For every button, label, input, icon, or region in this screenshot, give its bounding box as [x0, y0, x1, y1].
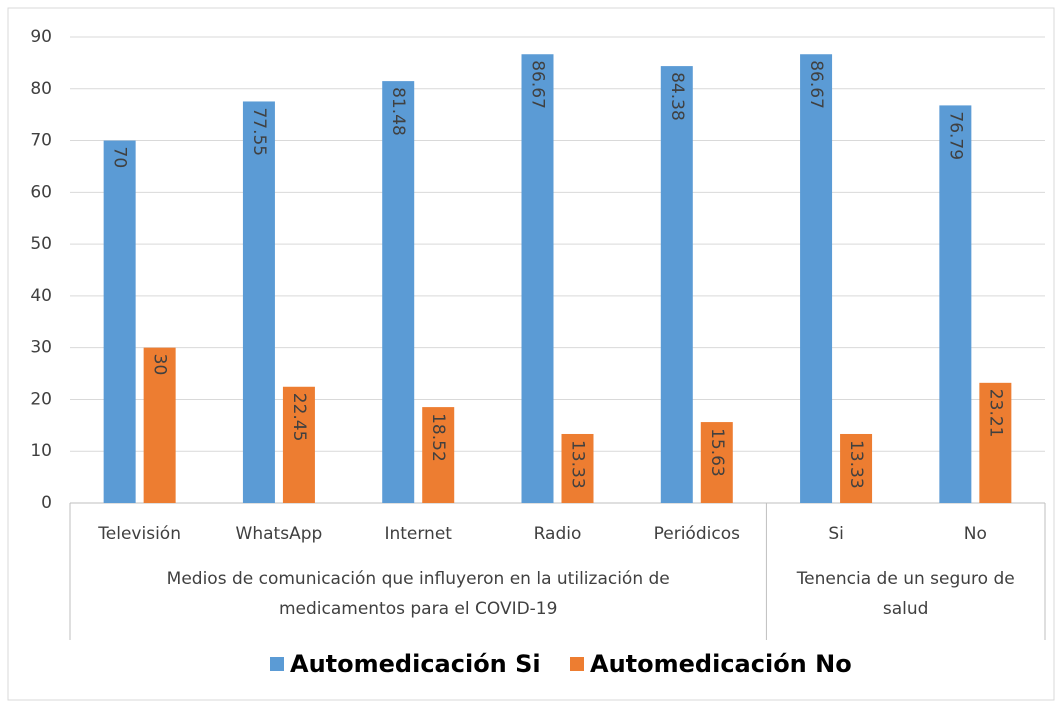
y-tick-label: 20 — [30, 389, 52, 409]
group-label: Tenencia de un seguro de salud — [796, 569, 1015, 619]
bar — [979, 382, 1012, 503]
y-tick-label: 70 — [30, 131, 52, 151]
bar — [242, 101, 275, 504]
data-label: 22.45 — [289, 393, 309, 442]
y-tick-label: 90 — [30, 27, 52, 47]
bar — [840, 433, 873, 503]
data-label: 86.67 — [528, 60, 548, 109]
bar — [382, 81, 415, 503]
data-label: 15.63 — [707, 428, 727, 477]
x-tick-label: Si — [828, 524, 844, 544]
data-label: 30 — [150, 354, 170, 376]
x-tick-label: Radio — [534, 524, 582, 544]
bar — [521, 54, 554, 503]
bar — [660, 66, 693, 503]
data-label: 18.52 — [428, 413, 448, 462]
bar — [800, 54, 833, 503]
legend-label: Automedicación No — [590, 650, 852, 678]
y-tick-label: 60 — [30, 182, 52, 202]
data-label: 86.67 — [806, 60, 826, 109]
x-tick-label: No — [964, 524, 987, 544]
data-label: 13.33 — [846, 440, 866, 489]
x-tick-label: Televisión — [97, 524, 181, 544]
x-tick-label: WhatsApp — [236, 524, 323, 544]
data-label: 70 — [110, 147, 130, 169]
data-label: 84.38 — [667, 72, 687, 121]
data-label: 76.79 — [945, 111, 965, 160]
bar — [422, 407, 455, 503]
data-label: 81.48 — [388, 87, 408, 136]
legend-swatch — [570, 657, 584, 671]
y-tick-label: 50 — [30, 234, 52, 254]
bar — [939, 105, 972, 504]
data-label: 13.33 — [568, 440, 588, 489]
legend-swatch — [270, 657, 284, 671]
x-tick-label: Internet — [384, 524, 452, 544]
data-label: 77.55 — [249, 107, 269, 156]
bar — [143, 347, 176, 503]
bar — [103, 140, 136, 504]
x-tick-label: Periódicos — [654, 524, 740, 544]
y-tick-label: 40 — [30, 286, 52, 306]
y-tick-label: 80 — [30, 79, 52, 99]
bar — [700, 422, 733, 503]
y-tick-label: 10 — [30, 441, 52, 461]
bar — [561, 433, 594, 503]
y-tick-label: 30 — [30, 338, 52, 358]
group-label: Medios de comunicación que influyeron en… — [166, 569, 670, 619]
legend-label: Automedicación Si — [290, 650, 541, 678]
bar — [282, 386, 315, 503]
data-label: 23.21 — [985, 389, 1005, 438]
y-tick-label: 0 — [41, 493, 52, 513]
